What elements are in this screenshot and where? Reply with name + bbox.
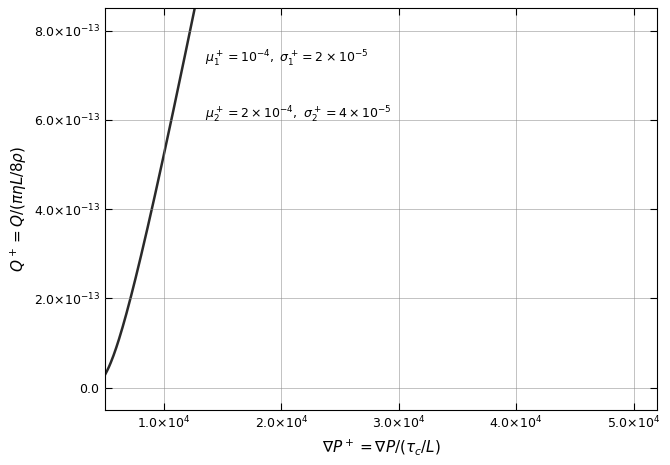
Text: $\mu_2^+=2\times10^{-4},\ \sigma_2^+=4\times10^{-5}$: $\mu_2^+=2\times10^{-4},\ \sigma_2^+=4\t… bbox=[204, 105, 391, 125]
Text: $\mu_1^+=10^{-4},\ \sigma_1^+=2\times10^{-5}$: $\mu_1^+=10^{-4},\ \sigma_1^+=2\times10^… bbox=[204, 48, 368, 69]
Y-axis label: $Q^+=Q/(\pi\eta L/8\rho)$: $Q^+=Q/(\pi\eta L/8\rho)$ bbox=[8, 146, 29, 272]
X-axis label: $\nabla P^+=\nabla P/(\tau_c/L)$: $\nabla P^+=\nabla P/(\tau_c/L)$ bbox=[322, 437, 441, 457]
